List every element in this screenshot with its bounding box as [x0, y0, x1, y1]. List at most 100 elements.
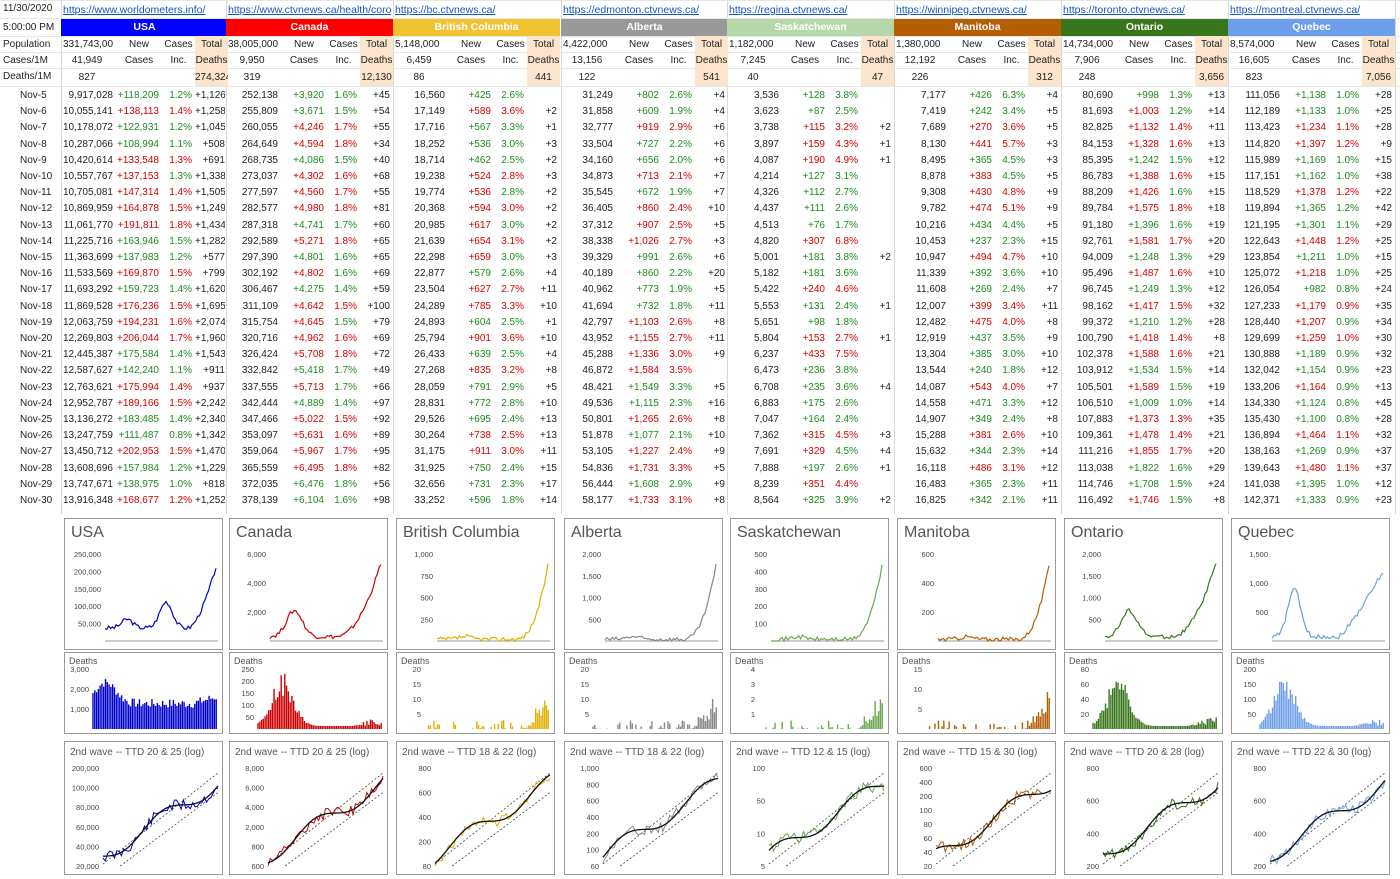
cases-chart-panel: Saskatchewan 500 400 300 200 100: [730, 518, 889, 650]
new-deaths: +818: [202, 478, 225, 490]
new-cases: +4,560: [293, 187, 324, 199]
cumulative-cases: 135,430: [1243, 414, 1280, 425]
cases-increase: 0.9%: [1336, 300, 1359, 312]
col-inc-label: Inc.: [836, 55, 853, 66]
cumulative-cases: 5,182: [753, 268, 779, 280]
cumulative-cases: 11,339: [916, 268, 946, 280]
new-deaths: +10: [1041, 349, 1058, 361]
col-total-label: Total: [1367, 39, 1390, 50]
new-deaths: +9: [713, 349, 725, 361]
new-cases: +191,811: [117, 219, 159, 231]
date-label: Nov-30: [20, 495, 53, 506]
cumulative-cases: 113,423: [1244, 122, 1280, 134]
cases-increase: 1.2%: [169, 252, 192, 263]
cumulative-cases: 5,651: [753, 316, 779, 328]
cumulative-cases: 23,504: [414, 284, 445, 296]
cumulative-cases: 141,038: [1243, 478, 1280, 490]
cases-increase: 1.5%: [1169, 365, 1192, 377]
y-tick-label: 2,000: [1082, 550, 1101, 559]
new-deaths: +45: [373, 90, 390, 101]
region-source-link[interactable]: https://www.ctvnews.ca/health/coronaviru…: [228, 4, 391, 16]
cumulative-cases: 3,623: [753, 106, 779, 118]
wave-chart-title: 2nd wave -- TTD 18 & 22 (log): [570, 747, 705, 758]
cumulative-cases: 5,804: [753, 333, 779, 344]
cases-increase: 2.6%: [669, 90, 692, 101]
col-total-label: Total: [1033, 39, 1056, 50]
total-deaths-box: [195, 36, 228, 86]
y-tick-label: 3: [751, 680, 755, 689]
deaths-per-million-value: 226: [911, 72, 929, 83]
cases-increase: 1.5%: [334, 414, 357, 425]
cases-increase: 1.5%: [169, 268, 192, 280]
region-source-link[interactable]: https://www.worldometers.info/: [63, 4, 206, 16]
new-deaths: +14: [1208, 106, 1225, 118]
cases-increase: 1.0%: [1169, 397, 1192, 409]
cumulative-cases: 112,189: [1244, 106, 1280, 118]
col-new-label: New: [794, 39, 815, 50]
cases-increase: 1.6%: [334, 495, 357, 506]
new-deaths: +2: [545, 187, 557, 199]
cases-series-line: [1104, 563, 1217, 640]
wave-chart-panel: 2nd wave -- TTD 15 & 30 (log) 600 400 200 10…: [897, 741, 1056, 875]
new-cases: +1,448: [1295, 235, 1326, 247]
col-inc-label: Inc.: [335, 55, 352, 66]
cumulative-cases: 8,239: [753, 478, 779, 490]
region-source-link[interactable]: https://winnipeg.ctvnews.ca/: [896, 4, 1027, 16]
new-cases: +4,246: [293, 122, 324, 134]
cases-per-million-value: 13,156: [571, 55, 603, 66]
new-cases: +4,645: [293, 316, 324, 328]
cases-increase: 1.0%: [1336, 268, 1359, 280]
new-deaths: +2: [545, 154, 557, 166]
y-tick-label: 200,000: [72, 764, 99, 773]
y-tick-label: 500: [420, 594, 433, 603]
new-deaths: +15: [1208, 187, 1225, 199]
new-deaths: +7: [713, 187, 725, 199]
new-deaths: +72: [373, 349, 390, 361]
deaths-per-million-value: 827: [78, 72, 96, 83]
new-deaths: +9: [713, 478, 725, 490]
new-cases: +772: [468, 397, 491, 409]
y-tick-label: 60: [591, 862, 599, 871]
y-tick-label: 5: [417, 710, 421, 719]
new-cases: +1,822: [1128, 462, 1159, 474]
y-tick-label: 1,500: [1082, 572, 1101, 581]
cases-increase: 1.6%: [334, 90, 357, 101]
wave-chart-title: 2nd wave -- TTD 12 & 15 (log): [736, 747, 871, 758]
y-tick-label: 600: [919, 764, 932, 773]
new-deaths: +29: [1208, 252, 1225, 263]
region-source-link[interactable]: https://montreal.ctvnews.ca/: [1230, 4, 1361, 16]
region-source-link[interactable]: https://toronto.ctvnews.ca/: [1063, 4, 1185, 16]
new-cases: +1,242: [1128, 154, 1159, 166]
wave-chart-panel: 2nd wave -- TTD 20 & 25 (log) 200,000 100,…: [64, 741, 223, 875]
y-tick-label: 6,000: [245, 784, 264, 793]
new-cases: +399: [969, 300, 992, 312]
new-cases: +579: [468, 268, 491, 280]
cumulative-cases: 4,214: [753, 171, 779, 182]
cases-increase: 1.9%: [669, 187, 692, 199]
new-deaths: +4: [1046, 90, 1058, 101]
region-source-link[interactable]: https://bc.ctvnews.ca/: [395, 4, 496, 16]
new-deaths: +1: [545, 122, 557, 134]
new-cases: +1,132: [1128, 122, 1159, 134]
col-total-label: Total: [532, 39, 555, 50]
y-tick-label: 400: [586, 813, 599, 822]
new-deaths: +7: [713, 171, 725, 182]
new-deaths: +8: [713, 316, 725, 328]
cumulative-cases: 13,747,671: [62, 478, 113, 490]
cases-increase: 1.7%: [334, 219, 357, 231]
new-deaths: +14: [1208, 397, 1225, 409]
col-total-label: Total: [866, 39, 889, 50]
cases-increase: 1.7%: [334, 122, 357, 134]
cases-increase: 1.5%: [1169, 381, 1192, 393]
cases-increase: 2.8%: [501, 171, 524, 182]
new-cases: +1,169: [1295, 154, 1326, 166]
cases-increase: 4.5%: [1002, 154, 1025, 166]
new-cases: +1,534: [1128, 365, 1159, 377]
region-source-link[interactable]: https://regina.ctvnews.ca/: [729, 4, 848, 16]
y-tick-label: 2,000: [70, 685, 89, 694]
region-source-link[interactable]: https://edmonton.ctvnews.ca/: [563, 4, 699, 16]
new-deaths: +35: [1208, 414, 1225, 425]
y-tick-label: 80: [924, 820, 932, 829]
cumulative-cases: 132,042: [1243, 365, 1280, 377]
cases-increase: 1.5%: [1169, 154, 1192, 166]
